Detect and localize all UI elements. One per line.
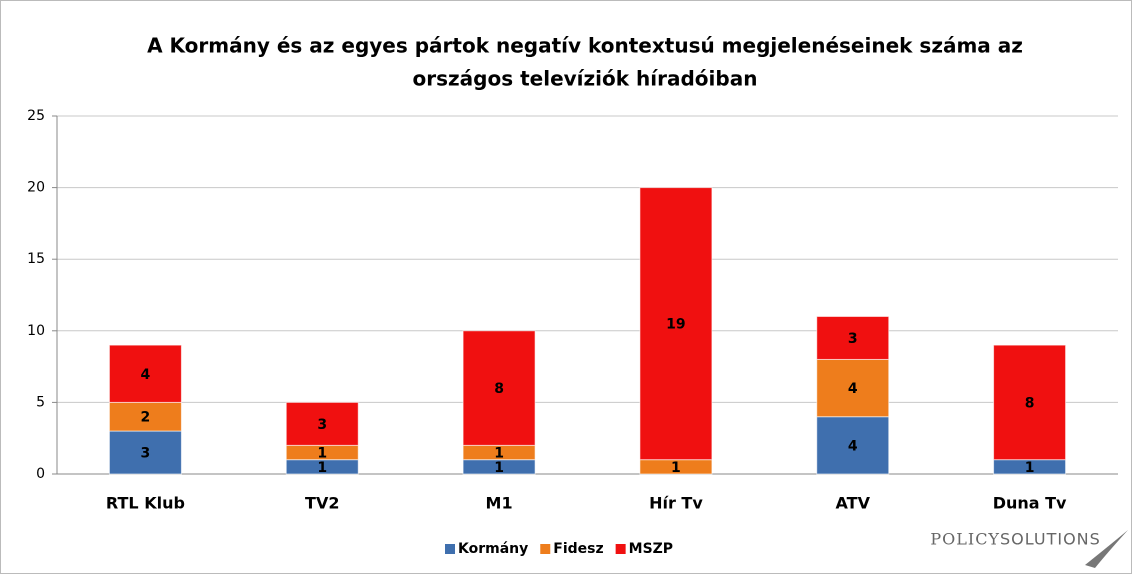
bar-segment (108, 430, 182, 475)
bar-segment (816, 315, 890, 360)
data-label: 4 (141, 367, 151, 383)
x-tick-label: Hír Tv (649, 494, 703, 513)
data-label: 1 (671, 460, 681, 476)
legend-swatch (540, 544, 551, 554)
chart-title: országos televíziók híradóiban (413, 67, 758, 91)
x-tick-label: ATV (836, 494, 871, 513)
bar-segment (462, 330, 536, 446)
x-tick-label: TV2 (305, 494, 339, 513)
bar-segment (285, 401, 359, 446)
data-label: 1 (317, 460, 327, 476)
y-tick-label: 25 (27, 108, 45, 124)
watermark: POLICY SOLUTIONS (930, 530, 1128, 568)
y-tick-label: 20 (27, 180, 45, 196)
y-tick-label: 0 (36, 466, 45, 482)
data-label: 1 (494, 446, 504, 462)
data-label: 2 (141, 410, 151, 426)
watermark-text: SOLUTIONS (1000, 530, 1101, 549)
data-label: 1 (1025, 460, 1035, 476)
y-tick-label: 5 (36, 394, 45, 410)
x-tick-label: M1 (486, 494, 513, 513)
data-label: 8 (494, 381, 504, 397)
watermark-text: POLICY (930, 530, 1000, 549)
bar-segment (108, 401, 182, 432)
data-label: 3 (317, 417, 327, 433)
data-label: 3 (848, 331, 858, 347)
x-tick-label: Duna Tv (993, 494, 1067, 513)
bar-segment (816, 358, 890, 418)
legend-swatch (445, 544, 455, 554)
chart-title: A Kormány és az egyes pártok negatív kon… (147, 34, 1023, 58)
bar-segment (993, 344, 1067, 461)
data-label: 19 (666, 317, 685, 333)
data-label: 4 (848, 381, 858, 397)
legend-label: Kormány (458, 541, 528, 557)
legend-swatch (615, 544, 626, 554)
data-label: 1 (494, 460, 504, 476)
x-tick-label: RTL Klub (106, 494, 185, 513)
y-tick-label: 10 (27, 323, 45, 339)
data-label: 8 (1025, 395, 1035, 411)
bar-segment (108, 344, 182, 403)
y-tick-label: 15 (27, 251, 45, 267)
bar-segment (639, 187, 713, 461)
legend-label: Fidesz (553, 541, 603, 557)
data-label: 1 (317, 446, 327, 462)
data-label: 3 (141, 446, 151, 462)
data-label: 4 (848, 438, 858, 454)
watermark-swoosh (1085, 530, 1128, 568)
legend-label: MSZP (629, 541, 673, 557)
bar-segment (816, 416, 890, 475)
